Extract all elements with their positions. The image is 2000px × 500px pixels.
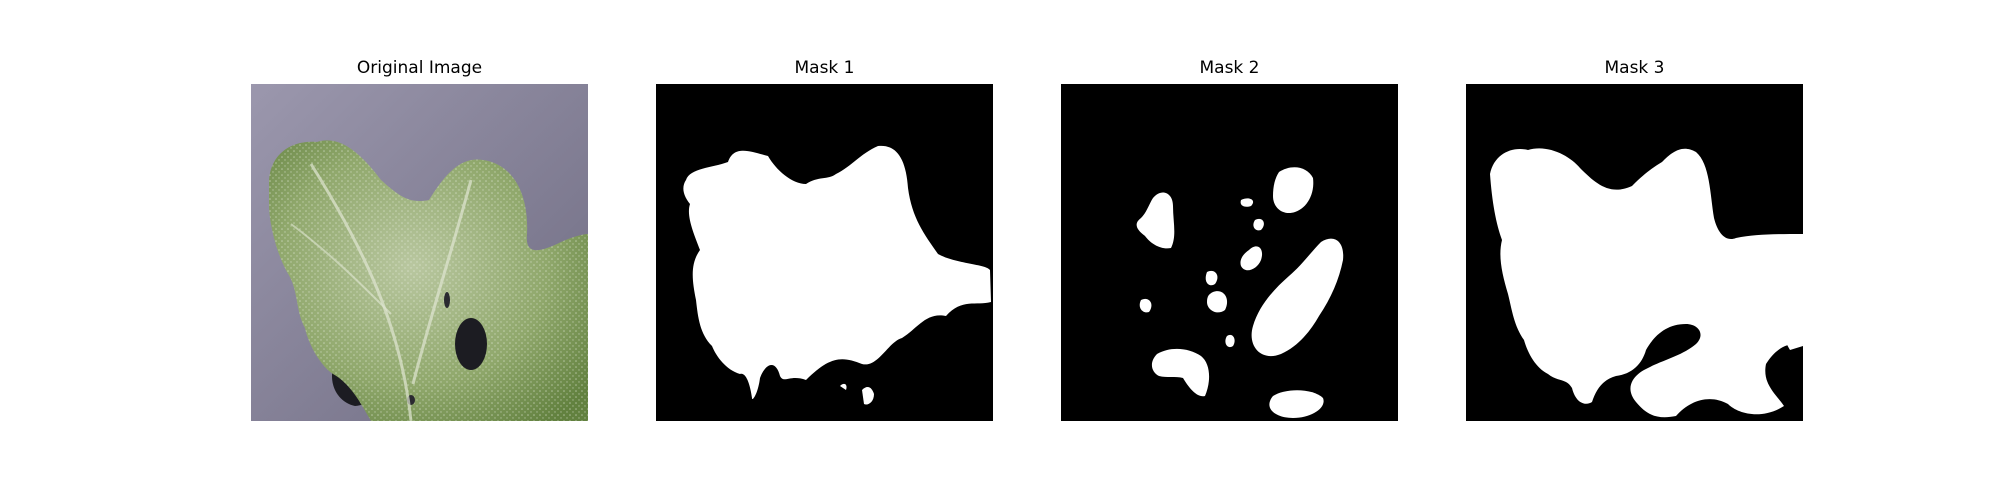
panel-title-mask-1: Mask 1 [794,58,855,78]
mask-background [1061,84,1398,421]
mask-region [1240,198,1254,207]
mask-region [683,145,991,400]
mask-3-panel [1466,84,1803,421]
original-image-panel [251,84,588,421]
mask-3-image [1466,84,1803,421]
panel-title-original-image: Original Image [356,58,483,78]
panel-title-mask-3: Mask 3 [1604,58,1665,78]
mask-1-image [656,84,993,421]
mask-region [1251,238,1344,357]
mask-region [1205,270,1218,286]
mask-region [1490,148,1803,418]
mask-region [1151,348,1210,397]
panel-title-mask-2: Mask 2 [1199,58,1260,78]
mask-region [1273,167,1314,214]
leaf-hole [444,292,450,308]
mask-2-image [1061,84,1398,421]
mask-region [1207,291,1228,313]
mask-region [1253,218,1264,231]
mask-2-panel [1061,84,1398,421]
mask-1-panel [656,84,993,421]
original-image [251,84,588,421]
mask-region [1269,390,1324,418]
leaf-hole [455,318,487,370]
mask-region [1225,334,1235,348]
mask-region [1139,298,1152,313]
mask-region [1783,322,1803,350]
mask-region [1240,246,1263,271]
leaf-vein [411,179,473,385]
mask-region [840,383,847,390]
leaf-vein [290,223,392,315]
leaf-vein [309,163,413,421]
mask-region [1136,192,1175,249]
mask-region [862,387,874,405]
leaf-mildew [269,140,588,421]
